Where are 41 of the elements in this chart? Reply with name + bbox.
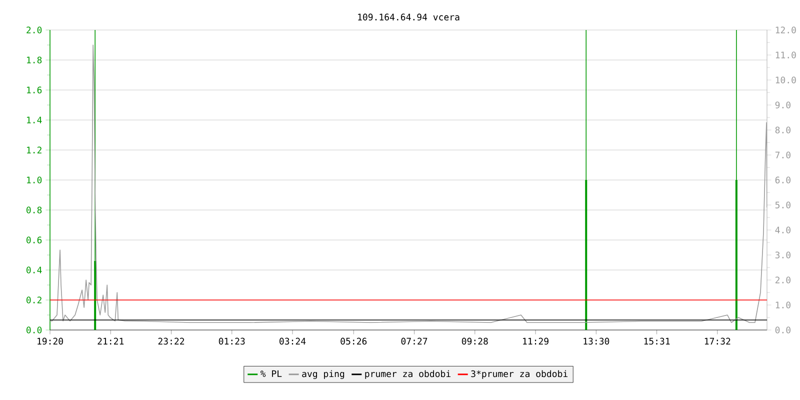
x-tick-label: 23:22: [158, 338, 184, 345]
y-tick-label: 0.2: [26, 296, 42, 304]
y2-tick-label: 6.0: [775, 176, 790, 184]
legend-label: % PL: [260, 370, 282, 377]
x-tick-label: 03:24: [280, 338, 306, 345]
y-tick-label: 1.4: [27, 116, 42, 124]
y-tick-label: 1.8: [27, 56, 42, 64]
y2-tick-label: 9.0: [775, 102, 790, 108]
x-tick-label: 19:20: [38, 338, 63, 345]
y2-tick-label: 5.0: [775, 202, 790, 208]
y-tick-label: 1.2: [27, 146, 42, 154]
x-tick-label: 17:32: [704, 338, 730, 345]
y-tick-label: 0.8: [26, 206, 42, 214]
y2-tick-label: 3.0: [775, 252, 790, 258]
y2-tick-label: 2.0: [775, 276, 790, 284]
chart-title: 109.164.64.94 vcera: [358, 14, 460, 20]
y2-tick-label: 0.0: [775, 326, 790, 334]
legend-label: avg ping: [302, 370, 344, 379]
x-tick-label: 07:27: [401, 338, 428, 345]
y2-tick-label: 7.0: [775, 152, 790, 158]
x-tick-label: 15:31: [644, 338, 670, 345]
x-tick-label: 13:30: [584, 338, 610, 345]
x-tick-label: 21:21: [98, 338, 124, 344]
y-tick-label: 0.6: [26, 236, 42, 244]
y2-tick-label: 8.0: [775, 126, 790, 134]
y-tick-label: 0.4: [26, 266, 42, 274]
y-tick-label: 0.0: [26, 326, 42, 334]
y2-tick-label: 11.0: [776, 52, 796, 58]
legend-label: 3*prumer za obdobi: [471, 370, 568, 379]
y2-tick-label: 1.0: [776, 302, 790, 308]
y2-tick-label: 10.0: [776, 76, 796, 84]
x-tick-label: 01:23: [218, 338, 245, 345]
y-tick-label: 1.6: [27, 86, 42, 94]
x-tick-label: 09:28: [462, 338, 488, 345]
x-tick-label: 11:29: [523, 338, 548, 345]
legend-label: prumer za obdobi: [365, 370, 450, 379]
x-tick-label: 05:26: [340, 338, 367, 345]
y-tick-label: 2.0: [26, 26, 42, 34]
y2-tick-label: 4.0: [775, 226, 790, 234]
y-tick-label: 1.0: [27, 176, 42, 184]
y2-tick-label: 12.0: [776, 26, 796, 34]
